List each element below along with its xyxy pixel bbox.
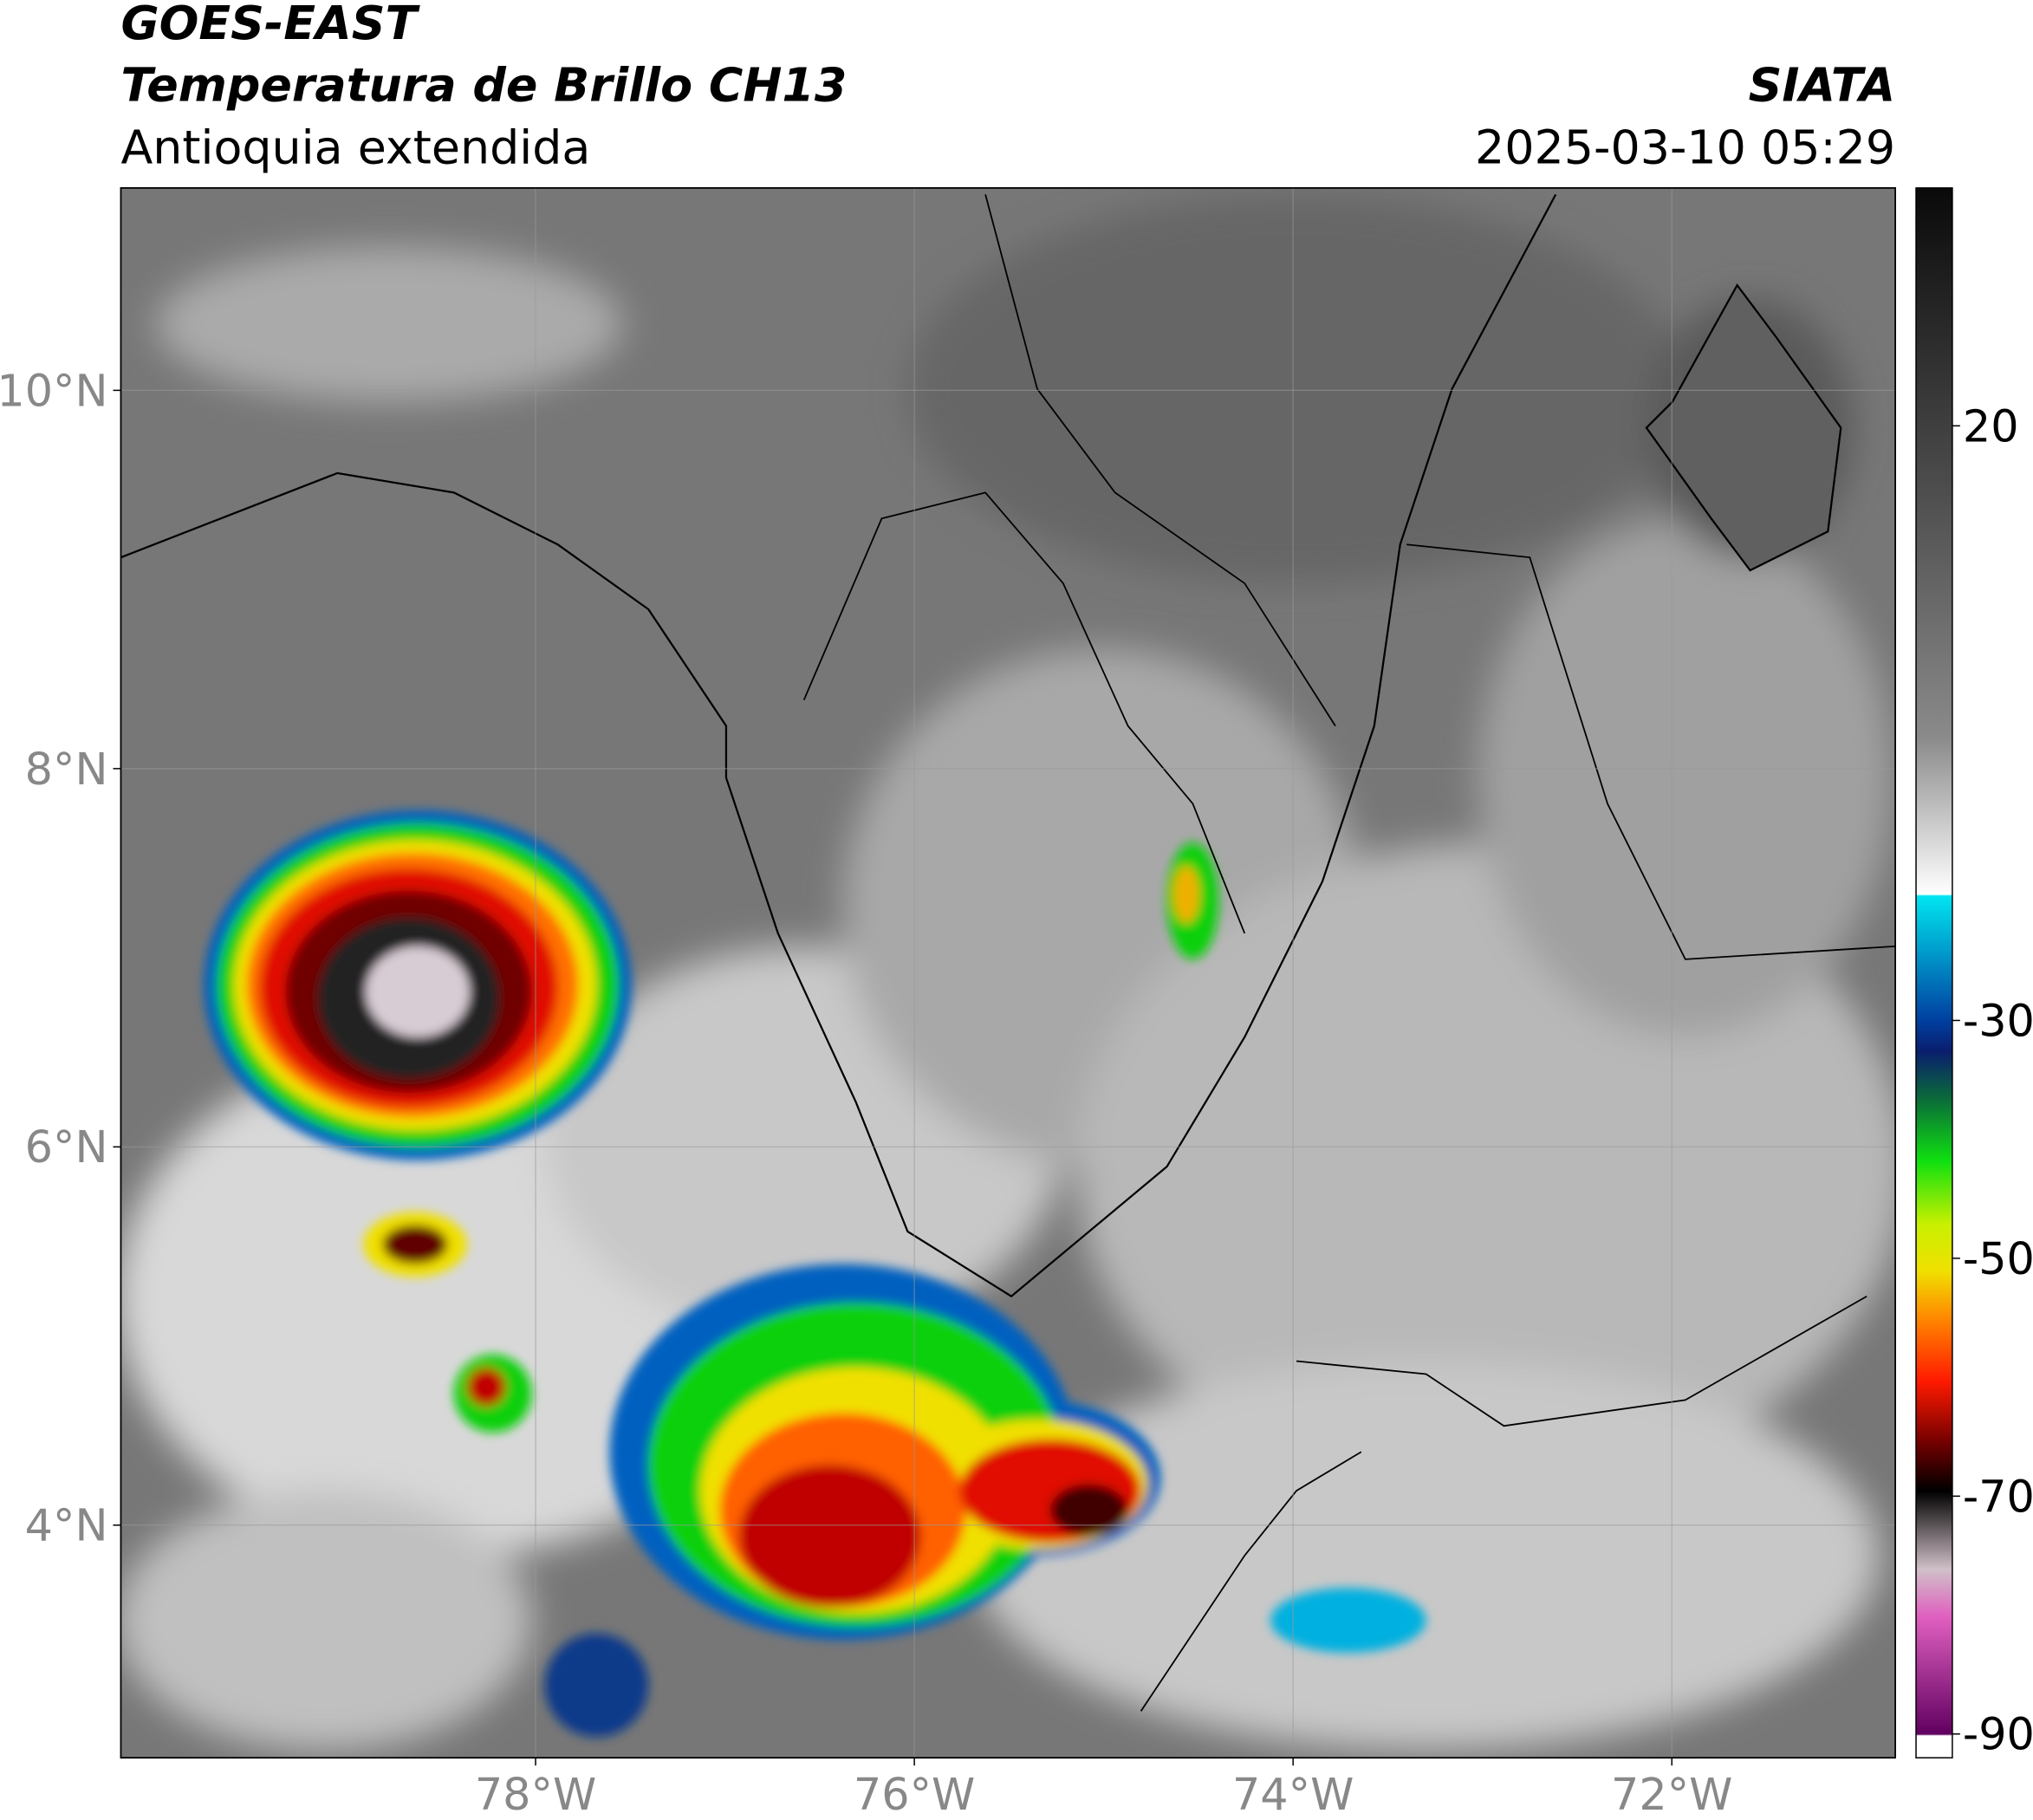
storm-south — [363, 842, 1426, 1738]
x-tick-label: 78°W — [475, 1769, 596, 1820]
map — [120, 187, 1896, 1758]
y-tick-label: 4°N — [25, 1500, 108, 1551]
colorbar-tick-label: -30 — [1963, 995, 2033, 1046]
x-tick-label: 74°W — [1232, 1769, 1354, 1820]
region: Antioquia extendida — [120, 120, 590, 174]
y-tick-label: 10°N — [0, 365, 107, 416]
x-tick-label: 76°W — [854, 1769, 975, 1820]
map-frame — [120, 186, 1896, 1759]
y-tick-label: 6°N — [25, 1121, 108, 1173]
lake — [1645, 283, 1842, 572]
colorbar-tick-label: -70 — [1963, 1471, 2033, 1522]
title: GOES-EAST — [120, 0, 420, 50]
source: SIATA — [1749, 58, 1896, 113]
colorbar-tick-label: 20 — [1963, 400, 2019, 452]
grid — [120, 187, 1896, 1758]
border — [120, 193, 1557, 1298]
storm-west — [204, 809, 632, 1160]
subtitle: Temperatura de Brillo CH13 — [120, 58, 847, 113]
colorbar-tick-label: -90 — [1963, 1709, 2033, 1760]
y-tick-label: 8°N — [25, 744, 108, 795]
colorbar — [1915, 187, 1953, 1758]
border — [802, 194, 1896, 1712]
colorbar-tick-label: -50 — [1963, 1233, 2033, 1284]
timestamp: 2025-03-10 05:29 — [1475, 120, 1895, 174]
x-tick-label: 72°W — [1611, 1769, 1732, 1820]
